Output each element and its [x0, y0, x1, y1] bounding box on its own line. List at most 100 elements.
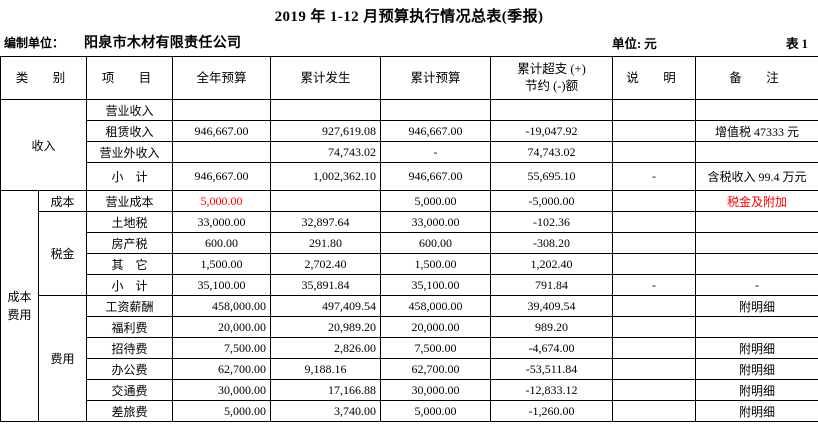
cell-variance: -1,260.00	[490, 400, 614, 422]
cell-note: 附明细	[695, 337, 818, 359]
cell-cumulative-budget: 62,700.00	[380, 358, 492, 380]
cell-variance: 989.20	[490, 316, 614, 338]
row-item: 房产税	[86, 232, 174, 254]
cell-variance: -19,047.92	[490, 120, 614, 142]
col-header-cumulative-budget: 累计预算	[380, 56, 492, 100]
cell-cumulative-actual	[270, 190, 382, 212]
cell-cumulative-actual: 17,166.88	[270, 379, 382, 401]
cell-cumulative-budget: 458,000.00	[380, 295, 492, 317]
cell-cumulative-budget: 20,000.00	[380, 316, 492, 338]
row-item: 工资薪酬	[86, 295, 174, 317]
cell-cumulative-actual: 2,702.40	[270, 253, 382, 275]
cell-explanation	[612, 211, 697, 233]
cell-note: 附明细	[695, 295, 818, 317]
sheet-number: 表 1	[786, 37, 808, 51]
cell-annual-budget: 600.00	[172, 232, 272, 254]
cell-annual-budget: 62,700.00	[172, 358, 272, 380]
table-row: 小 计 35,100.00 35,891.84 35,100.00 791.84…	[1, 274, 818, 296]
cell-annual-budget: 7,500.00	[172, 337, 272, 359]
cell-note	[695, 141, 818, 163]
cell-cumulative-budget: 7,500.00	[380, 337, 492, 359]
cell-cumulative-actual: 74,743.02	[270, 141, 382, 163]
cell-note: 附明细	[695, 400, 818, 422]
cell-cumulative-budget: 5,000.00	[380, 400, 492, 422]
cell-variance: -4,674.00	[490, 337, 614, 359]
table-row: 房产税 600.00 291.80 600.00 -308.20	[1, 232, 818, 254]
row-item: 小 计	[86, 162, 174, 191]
col-header-note: 备 注	[695, 56, 818, 100]
table-row: 税金 土地税 33,000.00 32,897.64 33,000.00 -10…	[1, 211, 818, 296]
table-row: 交通费 30,000.00 17,166.88 30,000.00 -12,83…	[1, 379, 818, 401]
cell-note	[695, 232, 818, 254]
cell-variance: -53,511.84	[490, 358, 614, 380]
row-item: 营业外收入	[86, 141, 174, 163]
cell-variance: 791.84	[490, 274, 614, 296]
budget-table: 类 别 项 目 全年预算 累计发生 累计预算 累计超支 (+) 节约 (-)额 …	[0, 56, 818, 422]
col-header-annual-budget: 全年预算	[172, 56, 272, 100]
prepared-by-label: 编制单位：	[4, 36, 65, 50]
subgroup-label-tax: 税金	[37, 211, 88, 296]
cell-cumulative-budget: -	[380, 141, 492, 163]
cell-cumulative-budget: 946,667.00	[380, 120, 492, 142]
cell-cumulative-actual: 32,897.64	[270, 211, 382, 233]
cell-cumulative-actual: 927,619.08	[270, 120, 382, 142]
table-row: 营业外收入 74,743.02 - 74,743.02	[1, 141, 818, 163]
cell-explanation	[612, 295, 697, 317]
cell-annual-budget	[172, 99, 272, 121]
col-header-variance-line1: 累计超支 (+)	[517, 62, 586, 77]
row-item: 小 计	[86, 274, 174, 296]
cell-variance: 74,743.02	[490, 141, 614, 163]
cell-note	[695, 316, 818, 338]
cell-explanation	[612, 400, 697, 422]
cell-annual-budget: 5,000.00	[172, 190, 272, 212]
unit-label: 单位: 元	[612, 37, 657, 51]
company-name: 阳泉市木材有限责任公司	[84, 36, 242, 51]
cell-cumulative-actual: 1,002,362.10	[270, 162, 382, 191]
cell-cumulative-budget: 33,000.00	[380, 211, 492, 233]
cell-annual-budget: 20,000.00	[172, 316, 272, 338]
row-item: 招待费	[86, 337, 174, 359]
row-item: 差旅费	[86, 400, 174, 422]
col-header-variance: 累计超支 (+) 节约 (-)额	[490, 56, 614, 100]
cell-cumulative-budget	[380, 99, 492, 121]
row-item: 其 它	[86, 253, 174, 275]
cell-annual-budget: 30,000.00	[172, 379, 272, 401]
row-item: 办公费	[86, 358, 174, 380]
cell-annual-budget: 946,667.00	[172, 162, 272, 191]
cell-cumulative-actual: 20,989.20	[270, 316, 382, 338]
cell-explanation	[612, 379, 697, 401]
cell-explanation	[612, 99, 697, 121]
col-header-category: 类 别	[0, 56, 88, 100]
row-item: 交通费	[86, 379, 174, 401]
table-row: 办公费 62,700.00 9,188.16 62,700.00 -53,511…	[1, 358, 818, 380]
cell-cumulative-budget: 35,100.00	[380, 274, 492, 296]
cell-note	[695, 253, 818, 275]
cell-note: 增值税 47333 元	[695, 120, 818, 142]
cell-variance: -308.20	[490, 232, 614, 254]
cell-note: 税金及附加	[695, 190, 818, 212]
cell-cumulative-actual: 9,188.16	[270, 358, 382, 380]
cell-explanation: -	[612, 274, 697, 296]
cell-note	[695, 211, 818, 233]
cell-note: 附明细	[695, 358, 818, 380]
cell-cumulative-actual: 291.80	[270, 232, 382, 254]
table-body: 收入 营业收入 租赁收入 946,667.00 927,619.08 946,6…	[0, 99, 818, 422]
cell-annual-budget: 946,667.00	[172, 120, 272, 142]
cell-explanation	[612, 141, 697, 163]
group-label-income: 收入	[0, 99, 88, 191]
table-row: 收入 营业收入	[0, 99, 818, 191]
cell-variance: -102.36	[490, 211, 614, 233]
row-item: 营业成本	[86, 190, 174, 212]
table-header-row: 类 别 项 目 全年预算 累计发生 累计预算 累计超支 (+) 节约 (-)额 …	[0, 56, 818, 100]
cell-cumulative-budget: 946,667.00	[380, 162, 492, 191]
cell-variance: 1,202.40	[490, 253, 614, 275]
cell-note: -	[695, 274, 818, 296]
cell-explanation	[612, 358, 697, 380]
cell-annual-budget: 35,100.00	[172, 274, 272, 296]
title-row: 2019 年 1-12 月预算执行情况总表(季报)	[0, 0, 818, 30]
col-header-cumulative-actual: 累计发生	[270, 56, 382, 100]
cell-cumulative-actual: 35,891.84	[270, 274, 382, 296]
cell-explanation	[612, 232, 697, 254]
cell-annual-budget: 33,000.00	[172, 211, 272, 233]
